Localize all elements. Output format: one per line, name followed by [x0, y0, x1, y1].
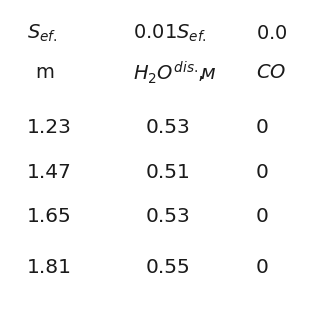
- Text: 0.51: 0.51: [145, 163, 190, 182]
- Text: 1.81: 1.81: [27, 258, 72, 276]
- Text: $0.0$: $0.0$: [256, 24, 288, 43]
- Text: 0.55: 0.55: [145, 258, 190, 276]
- Text: $\mathit{H}_{2}\mathit{O}^{dis.}\!\mathit{,}\!\mathit{м}$: $\mathit{H}_{2}\mathit{O}^{dis.}\!\mathi…: [133, 59, 216, 86]
- Text: 0: 0: [256, 118, 269, 137]
- Text: $\mathrm{m}$: $\mathrm{m}$: [35, 63, 54, 82]
- Text: 1.65: 1.65: [27, 207, 72, 226]
- Text: 0.53: 0.53: [145, 118, 190, 137]
- Text: $\mathit{CO}$: $\mathit{CO}$: [256, 63, 286, 82]
- Text: 0.53: 0.53: [145, 207, 190, 226]
- Text: 0: 0: [256, 207, 269, 226]
- Text: $0.01\mathit{S}_{ef.}$: $0.01\mathit{S}_{ef.}$: [133, 22, 207, 44]
- Text: 1.23: 1.23: [27, 118, 72, 137]
- Text: 0: 0: [256, 258, 269, 276]
- Text: $\mathit{S}_{ef.}$: $\mathit{S}_{ef.}$: [27, 22, 57, 44]
- Text: 1.47: 1.47: [27, 163, 72, 182]
- Text: 0: 0: [256, 163, 269, 182]
